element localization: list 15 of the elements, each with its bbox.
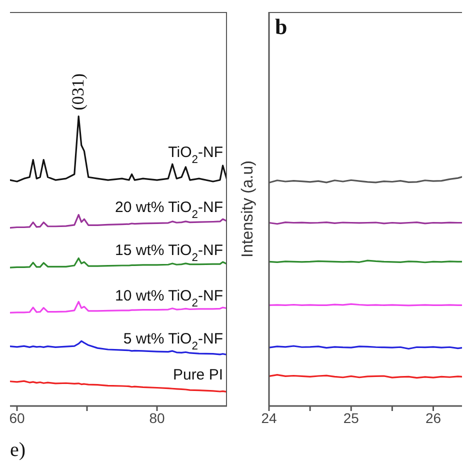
x-tick-label: 24 bbox=[261, 410, 277, 426]
series-label: Pure PI bbox=[172, 366, 223, 384]
text: b bbox=[275, 14, 288, 40]
series-label: TiO$_{2}$-NF bbox=[168, 144, 223, 166]
x-tick-label: 60 bbox=[9, 410, 25, 426]
series-label: 15 wt% TiO$_{2}$-NF bbox=[115, 242, 223, 264]
series-label: 10 wt% TiO$_{2}$-NF bbox=[115, 288, 223, 310]
x-axis-title: e) bbox=[10, 439, 26, 461]
x-tick-label: 26 bbox=[425, 410, 442, 426]
series-label: 5 wt% TiO$_{2}$-NF bbox=[123, 330, 223, 353]
y-axis-title: Intensity (a.u) bbox=[240, 160, 257, 258]
x-tick-label: 80 bbox=[149, 410, 165, 426]
series-label: 20 wt% TiO$_{2}$-NF bbox=[115, 199, 223, 222]
annotation: (031) bbox=[68, 73, 88, 110]
x-tick-label: 25 bbox=[343, 410, 360, 426]
